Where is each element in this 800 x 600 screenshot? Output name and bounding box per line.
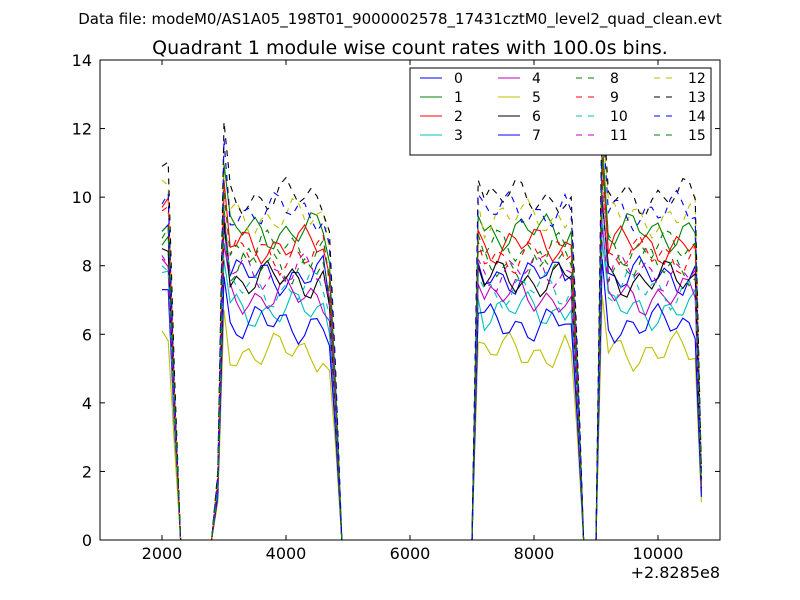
series-line-1 — [161, 138, 702, 540]
x-axis: 2000 4000 6000 8000 10000 — [142, 60, 684, 563]
x-offset-label: +2.8285e8 — [631, 563, 720, 582]
series-line-0 — [162, 196, 702, 540]
legend-label-14: 14 — [688, 109, 706, 125]
x-tick-label: 4000 — [266, 544, 307, 563]
legend-label-15: 15 — [688, 128, 706, 144]
series-line-15 — [161, 161, 702, 540]
y-tick-label: 12 — [72, 120, 92, 139]
x-tick-label: 8000 — [514, 544, 555, 563]
series-line-8 — [161, 183, 702, 540]
y-tick-label: 6 — [82, 325, 92, 344]
series-line-6 — [161, 201, 702, 540]
y-tick-label: 4 — [82, 394, 92, 413]
series-line-12 — [161, 120, 702, 540]
legend-label-2: 2 — [454, 109, 463, 125]
chart-title: Quadrant 1 module wise count rates with … — [152, 37, 668, 59]
x-tick-label: 10000 — [633, 544, 684, 563]
series-line-11 — [161, 192, 702, 540]
plot-lines — [161, 94, 702, 540]
series-line-7 — [161, 223, 702, 540]
legend-label-9: 9 — [610, 90, 619, 106]
legend-label-8: 8 — [610, 71, 619, 87]
y-tick-label: 0 — [82, 531, 92, 550]
series-line-5 — [161, 294, 702, 540]
legend-label-3: 3 — [454, 128, 463, 144]
series-line-14 — [161, 112, 702, 540]
legend-label-1: 1 — [454, 90, 463, 106]
legend-label-5: 5 — [532, 90, 541, 106]
series-line-4 — [161, 223, 702, 540]
y-tick-label: 2 — [82, 462, 92, 481]
legend-label-0: 0 — [454, 71, 463, 87]
legend-label-11: 11 — [610, 128, 628, 144]
series-line-9 — [161, 170, 702, 540]
legend-label-12: 12 — [688, 71, 706, 87]
legend-box — [409, 67, 712, 156]
x-tick-label: 6000 — [390, 544, 431, 563]
legend-label-7: 7 — [532, 128, 541, 144]
figure-suptitle: Data file: modeM0/AS1A05_198T01_90000025… — [78, 10, 722, 29]
series-line-10 — [161, 214, 702, 540]
y-tick-label: 10 — [72, 188, 92, 207]
legend-label-6: 6 — [532, 109, 541, 125]
x-tick-label: 2000 — [142, 544, 183, 563]
y-tick-label: 14 — [72, 51, 92, 70]
y-tick-label: 8 — [82, 257, 92, 276]
series-line-3 — [161, 241, 702, 540]
legend-label-13: 13 — [688, 90, 706, 106]
legend-label-4: 4 — [532, 71, 541, 87]
legend-label-10: 10 — [610, 109, 628, 125]
series-line-13 — [161, 94, 702, 540]
